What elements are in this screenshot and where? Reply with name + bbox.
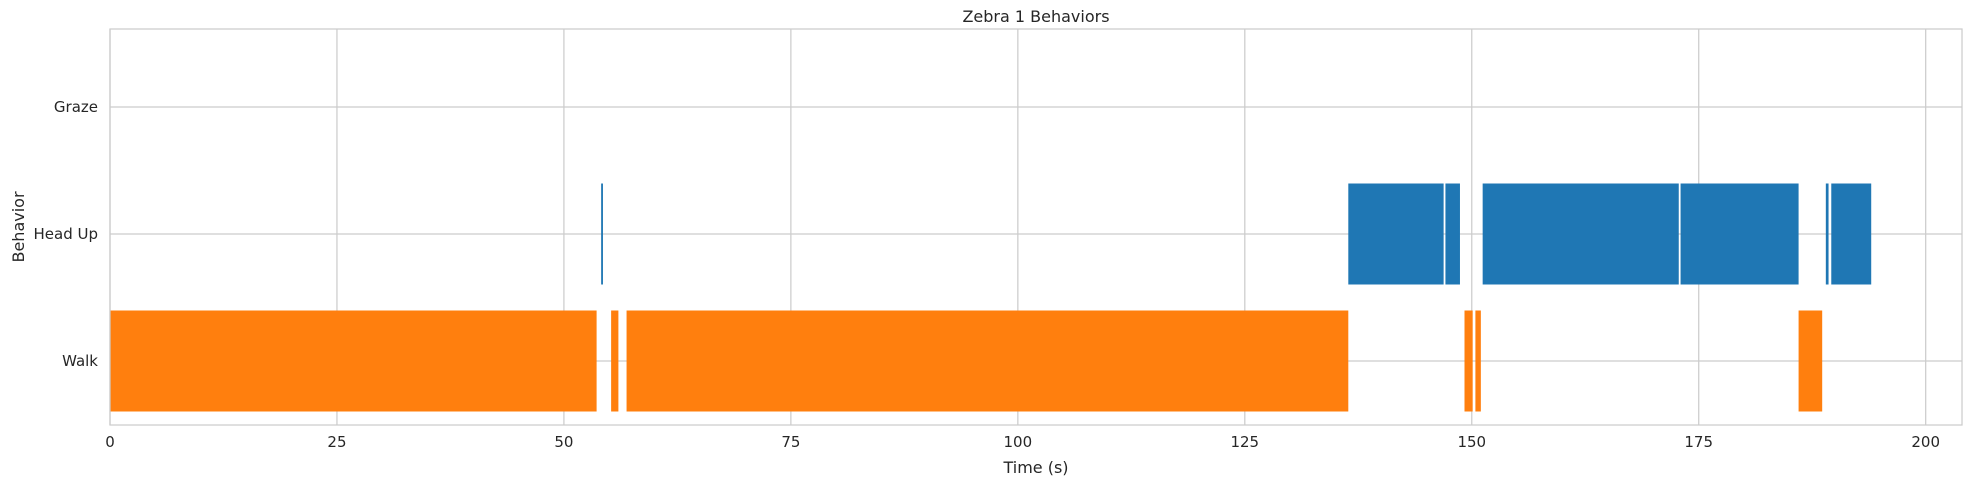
- bar-segment-head-up: [1825, 183, 1829, 285]
- y-tick-label: Head Up: [34, 225, 99, 243]
- y-axis-label: Behavior: [9, 191, 28, 262]
- bar-segment-head-up: [1831, 183, 1872, 285]
- bars: [110, 183, 1872, 412]
- bar-segment-head-up: [1445, 183, 1460, 285]
- x-tick-label: 200: [1911, 433, 1940, 451]
- chart-title: Zebra 1 Behaviors: [962, 7, 1109, 26]
- bar-segment-walk: [110, 310, 597, 412]
- plot-frame: [109, 28, 1963, 426]
- x-tick-label: 75: [781, 433, 800, 451]
- y-tick-labels: Walk Head Up Graze: [34, 98, 99, 370]
- x-tick-label: 100: [1004, 433, 1033, 451]
- x-tick-label: 150: [1457, 433, 1486, 451]
- bar-segment-walk: [1464, 310, 1473, 412]
- x-tick-label: 50: [554, 433, 573, 451]
- x-tick-label: 0: [105, 433, 115, 451]
- y-tick-label: Graze: [54, 98, 98, 116]
- bar-segment-head-up: [1348, 183, 1444, 285]
- x-tick-label: 25: [327, 433, 346, 451]
- x-tick-label: 175: [1684, 433, 1713, 451]
- bar-segment-head-up: [1482, 183, 1679, 285]
- x-tick-labels: 0 25 50 75 100 125 150 175 200: [105, 433, 1940, 451]
- x-tick-label: 125: [1230, 433, 1259, 451]
- bar-segment-walk: [626, 310, 1349, 412]
- bar-segment-walk: [1798, 310, 1823, 412]
- bar-segment-head-up: [1680, 183, 1799, 285]
- bar-segment-walk: [611, 310, 619, 412]
- bar-segment-head-up: [601, 183, 603, 285]
- y-tick-label: Walk: [62, 352, 98, 370]
- x-axis-label: Time (s): [1002, 458, 1068, 477]
- bar-segment-walk: [1475, 310, 1481, 412]
